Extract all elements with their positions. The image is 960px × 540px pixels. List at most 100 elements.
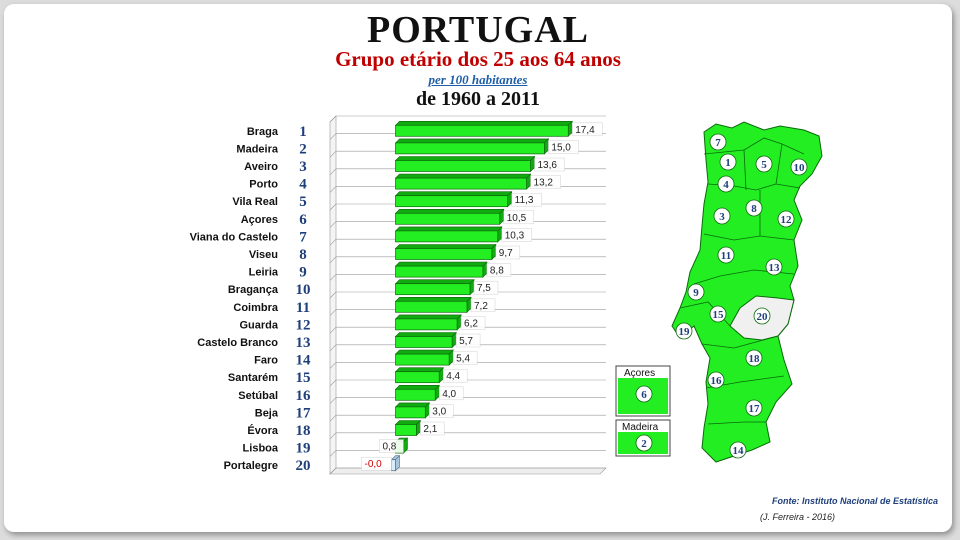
bar: [395, 353, 450, 366]
bar-chart: Braga 1 17,4 Madeira 2 15,0 Aveiro 3 13,6 Porto 4 1…: [190, 115, 607, 475]
rank-label: 5: [299, 194, 307, 210]
value-label-box: [361, 456, 392, 471]
period-label: de 1960 a 2011: [416, 88, 540, 110]
value-label: 10,5: [507, 213, 527, 224]
rank-label: 19: [296, 441, 311, 457]
value-label-box: [503, 210, 534, 225]
gridline-diagonal: [329, 397, 337, 404]
rank-label: 15: [296, 370, 311, 386]
category-label: Viseu: [249, 249, 278, 261]
bar: [395, 406, 426, 419]
value-label: 6,2: [464, 318, 478, 329]
district-border: [707, 421, 766, 425]
madeira-label: Madeira: [622, 422, 659, 433]
value-label-box: [452, 351, 478, 365]
value-label-box: [420, 421, 445, 436]
gridline-diagonal: [329, 326, 337, 334]
gridline-diagonal: [329, 362, 337, 369]
gridline-diagonal: [329, 203, 337, 211]
district-rank: 1: [725, 157, 731, 169]
value-label: 0,8: [382, 442, 396, 453]
rank-label: 20: [296, 458, 311, 474]
rank-label: 8: [299, 247, 307, 263]
value-label: 7,5: [477, 283, 491, 294]
category-label: Viana do Castelo: [190, 231, 279, 243]
category-label: Guarda: [239, 319, 278, 331]
value-label: 15,0: [551, 142, 571, 153]
value-label-box: [486, 263, 512, 277]
value-label: 5,4: [456, 354, 470, 365]
district-rank-badge: [729, 441, 747, 459]
bar: [395, 336, 453, 348]
district-rank-badge: [717, 175, 735, 193]
value-label-box: [473, 280, 499, 295]
value-label: 10,3: [505, 230, 525, 241]
gridline-diagonal: [329, 133, 337, 140]
rank-label: 10: [296, 282, 311, 298]
gridline-diagonal: [329, 309, 337, 316]
district-rank-badge: [745, 199, 763, 217]
value-label: 8,8: [490, 266, 504, 277]
gridline-diagonal: [329, 168, 337, 176]
category-label: Lisboa: [243, 443, 279, 455]
value-label: 5,7: [459, 336, 473, 347]
district-rank: 13: [769, 262, 781, 274]
rank-label: 14: [296, 353, 312, 369]
district-rank-badge: [755, 155, 773, 173]
district-rank-badge: [777, 210, 795, 228]
category-label: Leiria: [249, 267, 279, 279]
azores-rank: 6: [641, 389, 647, 401]
page-title: PORTUGAL: [366, 9, 589, 51]
value-label-box: [534, 157, 565, 172]
district-rank: 20: [757, 311, 769, 323]
district-rank: 10: [794, 162, 806, 174]
value-label-box: [460, 316, 486, 330]
gridline-diagonal: [329, 150, 337, 158]
rank-label: 2: [299, 141, 307, 157]
district-rank-badge: [717, 246, 735, 264]
bar: [395, 177, 527, 190]
gridline-diagonal: [329, 379, 337, 387]
gridline-diagonal: [329, 344, 337, 352]
bar: [395, 160, 531, 172]
value-label-box: [511, 192, 542, 207]
bar: [395, 424, 417, 436]
category-label: Bragança: [228, 284, 279, 296]
district-rank-badge: [790, 158, 808, 176]
source-note: Fonte: Instituto Nacional de Estatística: [771, 496, 938, 506]
category-label: Castelo Branco: [197, 337, 278, 349]
category-label: Faro: [254, 355, 278, 367]
gridline-diagonal: [329, 450, 337, 457]
district-rank: 14: [733, 445, 745, 457]
slide-frame: PORTUGAL Grupo etário dos 25 aos 64 anos…: [4, 4, 952, 532]
district-rank: 3: [719, 211, 725, 223]
district-rank-badge: [713, 207, 731, 225]
category-label: Madeira: [236, 143, 278, 155]
district-rank: 5: [761, 159, 767, 171]
gridline-diagonal: [329, 115, 337, 123]
rank-label: 7: [299, 229, 307, 245]
bar: [395, 212, 501, 225]
category-label: Açores: [241, 214, 278, 226]
value-label: 3,0: [432, 406, 446, 417]
azores-inset: Açores 6: [615, 365, 671, 417]
rank-label: 9: [299, 265, 307, 281]
azores-label: Açores: [624, 368, 655, 379]
value-label-box: [495, 245, 521, 260]
rank-label: 1: [299, 124, 307, 140]
value-label-box: [442, 368, 468, 383]
value-label: 4,4: [446, 371, 460, 382]
district-rank: 12: [781, 214, 793, 226]
madeira-rank: 2: [641, 438, 647, 450]
district-rank: 4: [723, 179, 729, 191]
value-label: 13,6: [538, 160, 558, 171]
value-label: 4,0: [442, 389, 456, 400]
bar: [395, 318, 458, 331]
gridline-diagonal: [329, 256, 337, 264]
district-rank: 9: [693, 287, 699, 299]
rank-label: 16: [296, 388, 312, 404]
category-label: Setúbal: [238, 390, 278, 402]
bar: [395, 142, 545, 155]
author-note: (J. Ferreira - 2016): [760, 512, 836, 522]
